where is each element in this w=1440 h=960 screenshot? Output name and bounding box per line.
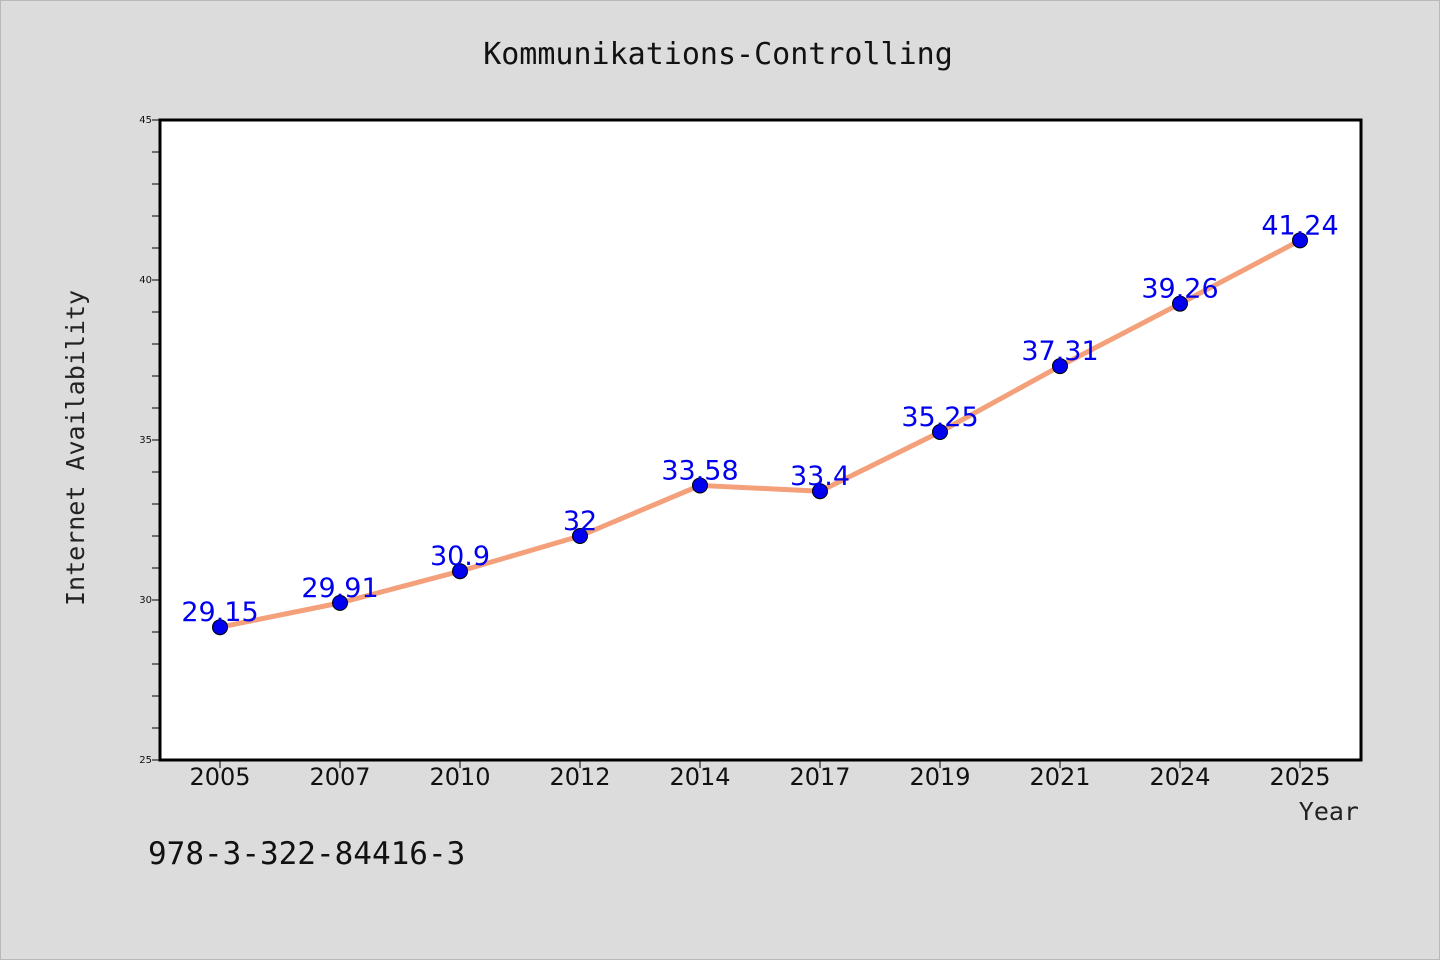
y-axis: 25 30 35 40 45 (139, 115, 160, 766)
isbn-annotation: 978-3-322-84416-3 (148, 836, 465, 872)
x-tick-label: 2024 (1149, 763, 1210, 791)
data-label: 35.25 (901, 402, 978, 433)
chart-title: Kommunikations-Controlling (483, 37, 953, 72)
x-tick-label: 2007 (309, 763, 370, 791)
data-label: 32 (563, 506, 597, 537)
data-label: 41.24 (1261, 210, 1338, 241)
series-layer (212, 232, 1308, 636)
data-point (692, 477, 708, 494)
data-label: 33.58 (661, 455, 738, 486)
y-axis-title: Internet Availability (61, 290, 90, 606)
plot-area (158, 118, 1363, 762)
y-tick-label: 30 (139, 595, 152, 606)
x-tick-label: 2019 (909, 763, 970, 791)
x-tick-label: 2021 (1029, 763, 1090, 791)
y-tick-label: 40 (139, 275, 152, 286)
y-tick-label: 45 (139, 115, 152, 126)
x-tick-label: 2014 (669, 763, 730, 791)
x-tick-label: 2010 (429, 763, 490, 791)
data-point (1052, 358, 1068, 375)
data-point (332, 594, 348, 611)
data-point (932, 424, 948, 440)
data-point (812, 483, 828, 500)
data-label: 30.9 (430, 541, 490, 572)
x-axis: 2005 2007 2010 2012 2014 2017 2019 2021 2024 2025 (189, 760, 1331, 791)
data-label: 29.91 (301, 573, 378, 604)
x-tick-label: 2017 (789, 763, 850, 791)
data-point (572, 528, 588, 544)
data-label: 39.26 (1141, 274, 1218, 305)
data-point (1172, 295, 1188, 312)
data-label: 29.15 (181, 597, 258, 628)
data-point (1292, 232, 1308, 249)
data-label: 33.4 (790, 461, 850, 492)
data-labels: 29.15 29.91 30.9 32 33.58 33.4 35.25 37.31 39.26… (181, 210, 1338, 628)
data-label: 37.31 (1021, 336, 1098, 367)
series-line (217, 237, 1303, 630)
x-tick-label: 2012 (549, 763, 610, 791)
data-point (452, 563, 468, 580)
x-tick-label: 2005 (189, 763, 250, 791)
y-tick-label: 35 (139, 435, 152, 446)
x-axis-title: Year (1299, 797, 1359, 826)
data-point (212, 619, 228, 636)
x-tick-label: 2025 (1269, 763, 1330, 791)
y-tick-label: 25 (139, 755, 152, 766)
